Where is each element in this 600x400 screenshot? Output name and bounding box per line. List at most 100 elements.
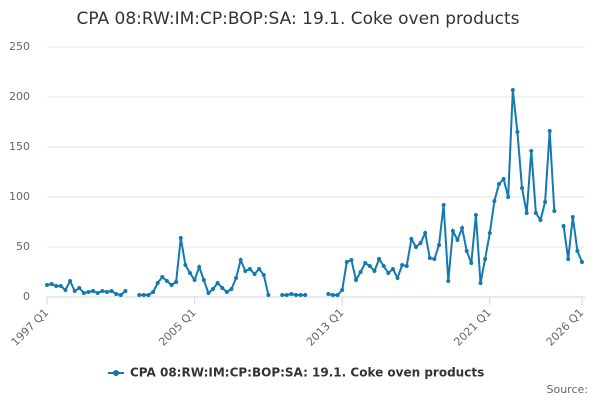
data-point — [109, 289, 114, 293]
data-point — [215, 281, 220, 285]
data-point — [487, 231, 492, 235]
data-point — [381, 264, 386, 268]
data-point — [367, 264, 372, 268]
data-point — [81, 291, 86, 295]
data-point — [432, 257, 437, 261]
legend-marker — [113, 370, 119, 376]
data-point — [441, 203, 446, 207]
data-point — [363, 261, 368, 265]
data-point — [575, 249, 580, 253]
data-point — [146, 293, 151, 297]
data-point — [58, 284, 63, 288]
data-point — [464, 249, 469, 253]
series-line — [562, 216, 583, 263]
y-tick-label: 200 — [9, 90, 30, 103]
data-point — [114, 292, 119, 296]
x-tick-label: 2021 Q1 — [451, 306, 494, 349]
data-point — [183, 263, 188, 267]
data-point — [529, 149, 534, 153]
data-point — [294, 293, 299, 297]
data-point — [280, 293, 285, 297]
data-point — [123, 289, 128, 293]
data-point — [377, 257, 382, 261]
x-tick-label: 2026 Q1 — [544, 306, 587, 349]
data-point — [49, 282, 54, 286]
y-tick-label: 150 — [9, 140, 30, 153]
data-point — [501, 177, 506, 181]
data-point — [390, 267, 395, 271]
y-tick-label: 100 — [9, 190, 30, 203]
data-point — [187, 271, 192, 275]
y-tick-label: 0 — [23, 290, 30, 303]
y-tick-label: 250 — [9, 40, 30, 53]
data-point — [354, 278, 359, 282]
data-point — [252, 272, 257, 276]
data-point — [446, 279, 451, 283]
data-point — [192, 278, 197, 282]
data-point — [552, 209, 557, 213]
series-line — [328, 89, 556, 296]
data-point — [68, 279, 73, 283]
data-point — [247, 267, 252, 271]
data-point — [118, 293, 123, 297]
data-point — [561, 224, 566, 228]
data-point — [206, 291, 211, 295]
data-point — [289, 292, 294, 296]
data-point — [72, 289, 77, 293]
data-point — [372, 269, 377, 273]
data-point — [506, 195, 511, 199]
x-tick-label: 1997 Q1 — [9, 306, 52, 349]
data-point — [54, 284, 59, 288]
data-point — [570, 215, 575, 219]
data-point — [266, 293, 271, 297]
data-point — [533, 211, 538, 215]
data-point — [515, 130, 520, 134]
data-point — [469, 261, 474, 265]
chart-title: CPA 08:RW:IM:CP:BOP:SA: 19.1. Coke oven … — [76, 9, 519, 29]
data-point — [100, 289, 105, 293]
data-point — [483, 257, 488, 261]
data-point — [340, 288, 345, 292]
data-point — [404, 264, 409, 268]
data-point — [344, 260, 349, 264]
source: Source: — [547, 383, 589, 396]
data-point — [330, 293, 335, 297]
data-point — [303, 293, 308, 297]
x-tick-label: 2013 Q1 — [304, 306, 347, 349]
data-point — [164, 279, 169, 283]
data-point — [423, 231, 428, 235]
data-point — [566, 257, 571, 261]
data-point — [349, 258, 354, 262]
data-point — [413, 245, 418, 249]
data-point — [496, 182, 501, 186]
data-point — [141, 293, 146, 297]
data-point — [386, 271, 391, 275]
data-point — [234, 276, 239, 280]
x-tick-label: 2005 Q1 — [156, 306, 199, 349]
data-point — [178, 236, 183, 240]
data-point — [160, 275, 165, 279]
data-point — [335, 293, 340, 297]
data-point — [155, 281, 160, 285]
y-tick-label: 50 — [16, 240, 30, 253]
data-point — [409, 237, 414, 241]
data-point — [395, 276, 400, 280]
data-point — [151, 290, 156, 294]
data-point — [261, 273, 266, 277]
data-point — [520, 186, 525, 190]
data-point — [224, 290, 229, 294]
data-point — [197, 265, 202, 269]
data-point — [137, 293, 142, 297]
data-point — [243, 269, 248, 273]
data-point — [95, 291, 100, 295]
data-point — [174, 280, 179, 284]
data-point — [77, 286, 82, 290]
data-point — [437, 243, 442, 247]
data-point — [478, 281, 483, 285]
data-point — [257, 267, 262, 271]
data-point — [543, 200, 548, 204]
data-point — [63, 288, 68, 292]
data-point — [238, 258, 243, 262]
data-point — [510, 88, 515, 92]
data-point — [298, 293, 303, 297]
